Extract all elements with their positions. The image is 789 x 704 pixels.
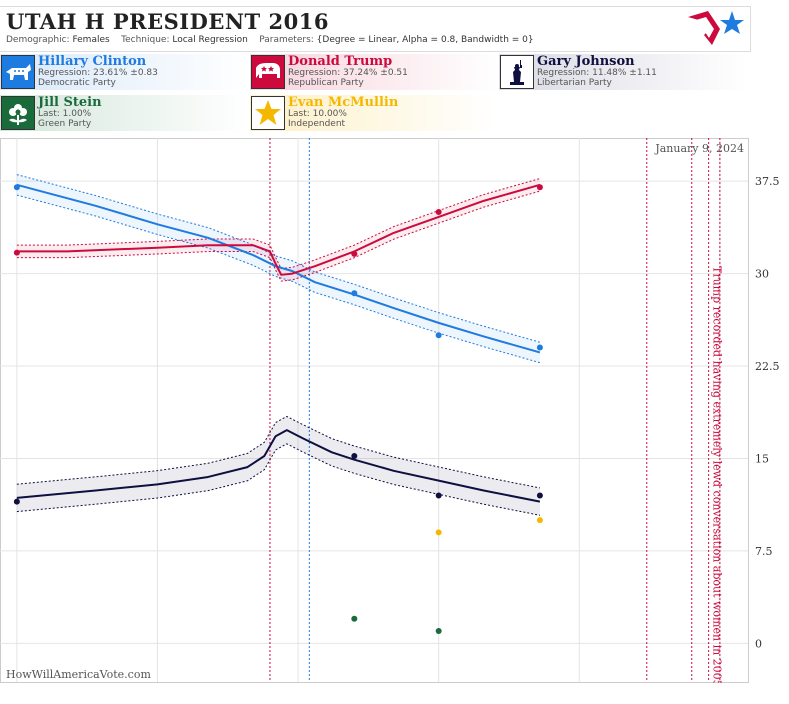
poll-point xyxy=(536,517,543,524)
candidate-last: Last: 1.00% xyxy=(38,109,92,119)
regression-line xyxy=(16,429,541,503)
candidate-regression: Regression: 23.61% ±0.83 xyxy=(38,68,158,78)
legend-hillary-clinton: Hillary Clinton Regression: 23.61% ±0.83… xyxy=(0,54,248,90)
poll-point xyxy=(351,290,358,297)
y-tick-label: 7.5 xyxy=(755,545,773,558)
y-tick-label: 22.5 xyxy=(755,360,780,373)
donkey-icon xyxy=(1,55,35,89)
poll-point xyxy=(351,615,358,622)
candidate-party: Libertarian Party xyxy=(537,78,612,88)
star-icon xyxy=(251,96,285,130)
y-tick-label: 30 xyxy=(755,268,769,281)
data-points xyxy=(13,184,543,635)
demographic-value: Females xyxy=(72,35,110,45)
candidate-party: Green Party xyxy=(38,119,92,129)
poll-point xyxy=(435,628,442,635)
poll-point xyxy=(435,529,442,536)
poll-point xyxy=(13,249,20,256)
poll-point xyxy=(351,250,358,257)
band-lower xyxy=(16,190,541,282)
legend-evan-mcmullin: Evan McMullin Last: 10.00% Independent xyxy=(250,95,498,131)
confidence-band xyxy=(16,178,540,282)
candidate-name: Hillary Clinton xyxy=(38,54,147,69)
candidate-regression: Regression: 37.24% ±0.51 xyxy=(288,68,408,78)
candidate-name: Donald Trump xyxy=(288,54,393,69)
current-date: January 9, 2024 xyxy=(655,142,744,155)
candidate-party: Democratic Party xyxy=(38,78,116,88)
poll-point xyxy=(435,492,442,499)
legend-gary-johnson: Gary Johnson Regression: 11.48% ±1.11 Li… xyxy=(499,54,747,90)
legend-jill-stein: Jill Stein Last: 1.00% Green Party xyxy=(0,95,248,131)
poll-point xyxy=(13,184,20,191)
technique-value: Local Regression xyxy=(172,35,248,45)
band-upper xyxy=(16,174,541,343)
band-upper xyxy=(16,415,541,489)
confidence-band xyxy=(16,416,540,516)
candidate-regression: Regression: 11.48% ±1.11 xyxy=(537,68,657,78)
event-annotation: Trump recorded having extremely lewd con… xyxy=(711,266,724,683)
candidate-party: Independent xyxy=(288,119,346,129)
y-tick-label: 15 xyxy=(755,452,769,465)
regression-line xyxy=(16,183,541,354)
parameters-label: Parameters: xyxy=(259,35,314,45)
watermark: HowWillAmericaVote.com xyxy=(6,668,151,681)
poll-point xyxy=(435,332,442,339)
event-lines xyxy=(269,138,721,682)
demographic-label: Demographic: xyxy=(6,35,70,45)
y-axis-ticks: 0 7.5 15 22.5 30 37.5 xyxy=(755,175,780,650)
y-tick-label: 0 xyxy=(755,637,762,650)
confidence-bands xyxy=(16,174,541,516)
poll-point xyxy=(435,208,442,215)
parameter-line: Demographic: Females Technique: Local Re… xyxy=(6,35,534,45)
candidate-name: Gary Johnson xyxy=(537,54,635,69)
band-lower xyxy=(16,443,541,516)
star-flag-logo-icon xyxy=(688,11,744,45)
chart-title: UTAH H PRESIDENT 2016 xyxy=(6,9,329,34)
candidate-name: Jill Stein xyxy=(38,95,102,110)
candidate-last: Last: 10.00% xyxy=(288,109,347,119)
legend-donald-trump: Donald Trump Regression: 37.24% ±0.51 Re… xyxy=(250,54,498,90)
statue-of-liberty-icon xyxy=(500,55,534,89)
chart-header: UTAH H PRESIDENT 2016 Demographic: Femal… xyxy=(0,6,751,52)
candidate-party: Republican Party xyxy=(288,78,364,88)
poll-point xyxy=(13,498,20,505)
elephant-icon xyxy=(251,55,285,89)
poll-point xyxy=(351,453,358,459)
technique-label: Technique: xyxy=(121,35,170,45)
flower-icon xyxy=(1,96,35,130)
y-tick-label: 37.5 xyxy=(755,175,780,188)
poll-point xyxy=(536,184,543,191)
candidate-name: Evan McMullin xyxy=(288,95,399,110)
poll-point xyxy=(536,344,543,351)
grid-lines xyxy=(0,138,748,682)
poll-point xyxy=(536,492,543,499)
regression-line xyxy=(16,183,541,276)
plot-frame xyxy=(0,138,749,683)
series-lines xyxy=(16,183,541,503)
parameters-value: {Degree = Linear, Alpha = 0.8, Bandwidth… xyxy=(316,35,534,45)
